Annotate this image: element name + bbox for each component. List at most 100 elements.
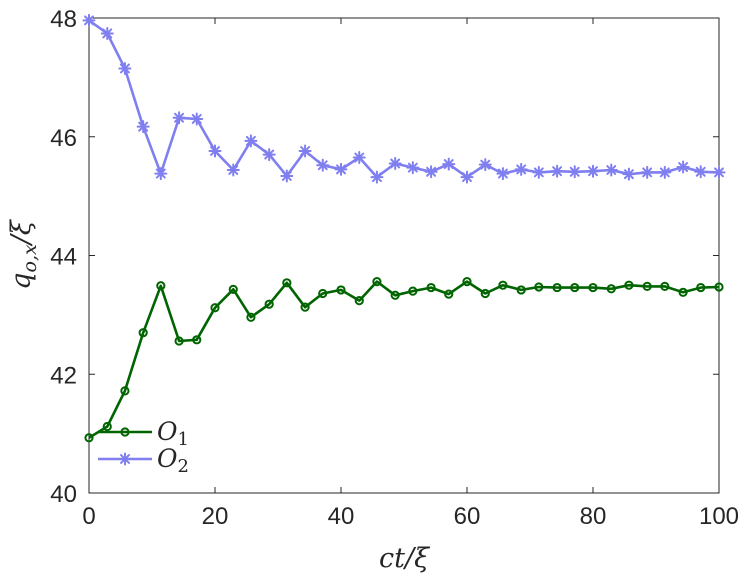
data-point xyxy=(588,282,598,293)
legend-entry-2: O2 xyxy=(98,444,189,477)
data-point xyxy=(352,151,366,165)
marker-stroke xyxy=(678,162,689,172)
data-point xyxy=(388,156,402,170)
data-point xyxy=(444,289,454,299)
y-tick-label: 46 xyxy=(50,125,77,152)
data-point xyxy=(694,165,708,179)
data-point xyxy=(300,302,310,312)
data-point xyxy=(606,284,616,294)
data-point xyxy=(678,287,688,297)
marker-stroke xyxy=(552,166,563,177)
data-point xyxy=(424,165,438,179)
legend-marker xyxy=(118,452,132,466)
data-point xyxy=(298,144,312,158)
x-axis-label: ct/ξ xyxy=(379,543,430,574)
marker-stroke xyxy=(102,28,113,39)
data-point xyxy=(226,163,240,177)
data-point xyxy=(640,165,654,179)
legend-entry-1: O1 xyxy=(98,417,189,450)
data-point xyxy=(262,148,276,162)
data-point xyxy=(712,165,726,179)
marker-stroke xyxy=(390,158,401,169)
marker-stroke xyxy=(228,165,239,175)
marker-stroke xyxy=(497,168,508,179)
marker-stroke xyxy=(245,135,256,146)
y-axis-label-subscript: o,x xyxy=(19,244,41,272)
marker-stroke xyxy=(623,169,634,180)
marker-stroke xyxy=(138,121,149,132)
data-point xyxy=(604,163,618,177)
y-axis-label-base: q xyxy=(6,272,37,289)
x-tick-label: 0 xyxy=(82,503,95,530)
data-point xyxy=(318,288,328,299)
data-point xyxy=(138,328,148,338)
legend-marker xyxy=(120,427,130,437)
data-point xyxy=(460,170,474,184)
data-point xyxy=(660,281,670,291)
y-axis-label-rest: /ξ xyxy=(6,219,37,247)
data-point xyxy=(282,278,292,288)
data-point xyxy=(534,282,544,292)
data-point xyxy=(172,111,186,125)
marker-stroke xyxy=(191,113,202,124)
x-tick-label: 40 xyxy=(328,503,355,530)
marker-stroke xyxy=(642,167,653,178)
data-point xyxy=(496,167,510,181)
data-point xyxy=(568,165,582,179)
marker-stroke xyxy=(462,172,472,183)
legend-label-subscript: 1 xyxy=(178,429,189,450)
marker-stroke xyxy=(120,454,130,464)
data-point xyxy=(156,281,166,291)
data-point xyxy=(498,280,508,290)
data-point xyxy=(336,285,346,295)
marker-stroke xyxy=(336,164,346,175)
data-point xyxy=(516,285,526,295)
x-tick-label: 60 xyxy=(454,503,481,530)
marker-stroke xyxy=(174,112,185,123)
y-tick-label: 40 xyxy=(50,481,77,508)
data-point xyxy=(120,386,130,396)
data-point xyxy=(696,282,706,293)
data-point xyxy=(552,282,562,293)
data-point xyxy=(190,112,204,126)
series-2 xyxy=(82,13,726,184)
data-point xyxy=(192,335,202,345)
data-point xyxy=(280,169,294,183)
data-point xyxy=(82,13,96,27)
legend-label: O1 xyxy=(157,417,189,450)
data-point xyxy=(316,158,330,172)
plot-area xyxy=(88,17,720,494)
marker-stroke xyxy=(371,172,382,183)
data-point xyxy=(246,312,256,322)
marker-stroke xyxy=(533,167,544,178)
marker-stroke xyxy=(569,166,580,177)
data-point xyxy=(714,282,724,292)
y-tick-label: 44 xyxy=(50,244,77,271)
data-point xyxy=(406,161,420,175)
marker-stroke xyxy=(354,152,365,163)
series-1 xyxy=(84,277,724,443)
data-point xyxy=(84,433,94,443)
marker-stroke xyxy=(714,167,724,178)
marker-stroke xyxy=(695,166,706,177)
marker-stroke xyxy=(606,165,617,175)
x-tick-label: 80 xyxy=(580,503,607,530)
legend-label: O2 xyxy=(157,444,189,477)
legend-label-base: O xyxy=(157,417,178,446)
marker-stroke xyxy=(281,170,292,181)
data-point xyxy=(390,290,400,300)
data-point xyxy=(354,296,364,306)
y-tick-label: 48 xyxy=(50,6,77,33)
legend-label-subscript: 2 xyxy=(178,456,189,477)
data-point xyxy=(462,277,472,287)
data-point xyxy=(408,286,418,296)
x-tick-label: 100 xyxy=(699,503,739,530)
y-axis-label: qo,x/ξ xyxy=(6,219,41,290)
data-point xyxy=(480,288,490,299)
data-point xyxy=(514,162,528,176)
marker-stroke xyxy=(443,159,454,170)
marker-stroke xyxy=(210,146,220,156)
marker-stroke xyxy=(300,146,311,156)
